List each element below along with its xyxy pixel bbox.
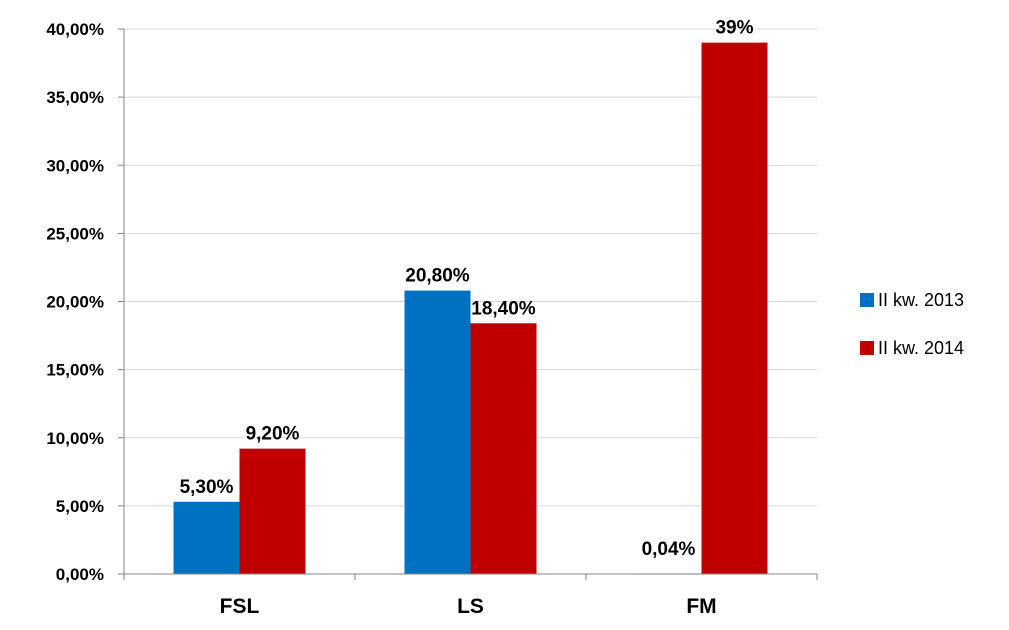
y-tick-label: 10,00% <box>46 429 104 448</box>
data-label: 5,30% <box>180 477 234 498</box>
axes: 0,00% 5,00% 10,00% 15,00% 20,00% 25,00% 30,00%… <box>46 20 818 618</box>
legend: II kw. 2013 II kw. 2014 <box>860 290 964 358</box>
y-tick-label: 20,00% <box>46 293 104 312</box>
bar-ls-series-2 <box>470 323 537 574</box>
y-tick-label: 40,00% <box>46 20 104 39</box>
bar-fsl-series-1 <box>173 501 240 574</box>
legend-swatch <box>860 293 874 307</box>
data-label: 39% <box>715 18 753 39</box>
data-labels: 5,30% 20,80% 0,04% 9,20% 18,40% 39% <box>180 18 754 560</box>
data-label: 0,04% <box>642 539 696 560</box>
data-label: 9,20% <box>246 424 300 445</box>
data-label: 20,80% <box>405 266 470 287</box>
x-category-label: FM <box>686 595 716 618</box>
x-category-label: FSL <box>220 595 260 618</box>
legend-label: II kw. 2013 <box>878 290 964 310</box>
bar-fm-series-2 <box>701 42 768 574</box>
y-tick-label: 35,00% <box>46 88 104 107</box>
y-tick-label: 15,00% <box>46 361 104 380</box>
x-category-label: LS <box>457 595 484 618</box>
y-tick-label: 5,00% <box>56 497 104 516</box>
y-tick-label: 30,00% <box>46 156 104 175</box>
y-tick-label: 0,00% <box>56 565 104 584</box>
legend-swatch <box>860 341 874 355</box>
y-tick-label: 25,00% <box>46 224 104 243</box>
bar-fsl-series-2 <box>239 448 306 574</box>
bar-ls-series-1 <box>404 290 471 574</box>
legend-label: II kw. 2014 <box>878 338 964 358</box>
bars <box>173 42 768 574</box>
data-label: 18,40% <box>471 298 536 319</box>
